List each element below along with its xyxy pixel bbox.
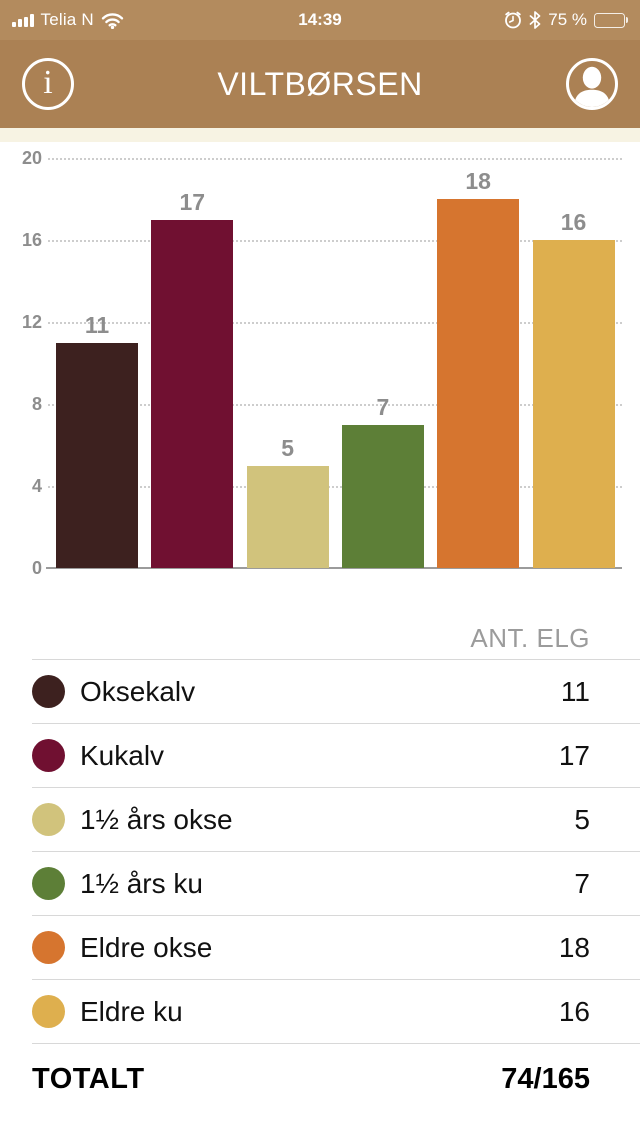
- row-label: 1½ års okse: [80, 803, 233, 835]
- row-value: 11: [560, 675, 590, 707]
- bar-oksekalv: [56, 342, 138, 568]
- table-row[interactable]: Kukalv 17: [32, 724, 640, 788]
- status-bar: Telia N 14:39 75 %: [0, 0, 640, 40]
- table-row[interactable]: Eldre ku 16: [32, 980, 640, 1044]
- gridline-y-8: [48, 404, 622, 406]
- row-value: 16: [558, 995, 590, 1027]
- bar-value-label: 11: [84, 311, 110, 338]
- column-header-ant-elg: ANT. ELG: [470, 623, 590, 653]
- page-title: VILTBØRSEN: [217, 65, 423, 102]
- y-axis-tick-4: 4: [31, 476, 42, 496]
- row-label: Eldre okse: [80, 931, 213, 963]
- legend-table: ANT. ELG Oksekalv 11 Kukalv 17 1½ års okse 5 1…: [0, 600, 640, 1114]
- y-axis-tick-20: 20: [21, 148, 42, 168]
- color-swatch-icon: [32, 995, 65, 1028]
- row-value: 7: [574, 867, 590, 899]
- color-swatch-icon: [32, 867, 65, 900]
- x-axis-line: [46, 567, 622, 569]
- row-label: Kukalv: [80, 739, 165, 771]
- total-row: TOTALT 74/165: [32, 1044, 640, 1114]
- table-row[interactable]: 1½ års okse 5: [32, 788, 640, 852]
- row-label: 1½ års ku: [80, 867, 203, 899]
- row-label: Eldre ku: [80, 995, 183, 1027]
- battery-percent-label: 75 %: [548, 10, 587, 29]
- column-header-row: ANT. ELG: [32, 618, 640, 660]
- bar-eldre-okse: [437, 199, 520, 568]
- battery-icon: [594, 12, 628, 28]
- row-value: 5: [574, 803, 590, 835]
- total-value: 74/165: [501, 1062, 590, 1095]
- row-value: 17: [558, 739, 590, 771]
- gridline-y-12: [48, 322, 622, 324]
- table-row[interactable]: Eldre okse 18: [32, 916, 640, 980]
- info-button[interactable]: i: [22, 58, 74, 110]
- gridline-y-16: [48, 240, 622, 242]
- table-row[interactable]: Oksekalv 11: [32, 660, 640, 724]
- bar-value-label: 18: [465, 168, 491, 194]
- y-axis-tick-8: 8: [31, 394, 42, 414]
- wifi-icon: [101, 12, 124, 29]
- bar-value-label: 17: [179, 188, 206, 215]
- row-label: Oksekalv: [80, 675, 196, 707]
- cell-signal-icon: [12, 14, 34, 27]
- color-swatch-icon: [32, 739, 65, 772]
- total-label: TOTALT: [32, 1062, 145, 1095]
- app-header: i VILTBØRSEN: [0, 40, 640, 128]
- gridline-y-4: [48, 486, 622, 488]
- profile-icon: [574, 66, 610, 107]
- color-swatch-icon: [32, 803, 65, 836]
- bar-value-label: 5: [281, 434, 294, 461]
- profile-button[interactable]: [566, 58, 618, 110]
- color-swatch-icon: [32, 931, 65, 964]
- y-axis-tick-0: 0: [31, 558, 42, 578]
- color-swatch-icon: [32, 675, 65, 708]
- info-icon: i: [43, 63, 53, 101]
- header-divider-band: [0, 128, 640, 142]
- bluetooth-icon: [529, 11, 541, 29]
- gridline-y-20: [48, 158, 622, 160]
- alarm-icon: [504, 11, 522, 29]
- row-value: 18: [558, 931, 590, 963]
- bar-1-rs-ku: [341, 424, 424, 568]
- carrier-label: Telia N: [40, 10, 94, 29]
- y-axis-tick-16: 16: [21, 230, 42, 250]
- bar-value-label: 7: [376, 393, 390, 420]
- bar-chart: 0 4 8 12 16 20 11 17 5 7 18 16: [0, 142, 640, 600]
- bar-kukalv: [151, 219, 234, 568]
- table-row[interactable]: 1½ års ku 7: [32, 852, 640, 916]
- bar-eldre-ku: [532, 240, 615, 568]
- bar-1-rs-okse: [246, 465, 329, 568]
- bar-value-label: 16: [560, 209, 587, 235]
- y-axis-tick-12: 12: [21, 312, 42, 332]
